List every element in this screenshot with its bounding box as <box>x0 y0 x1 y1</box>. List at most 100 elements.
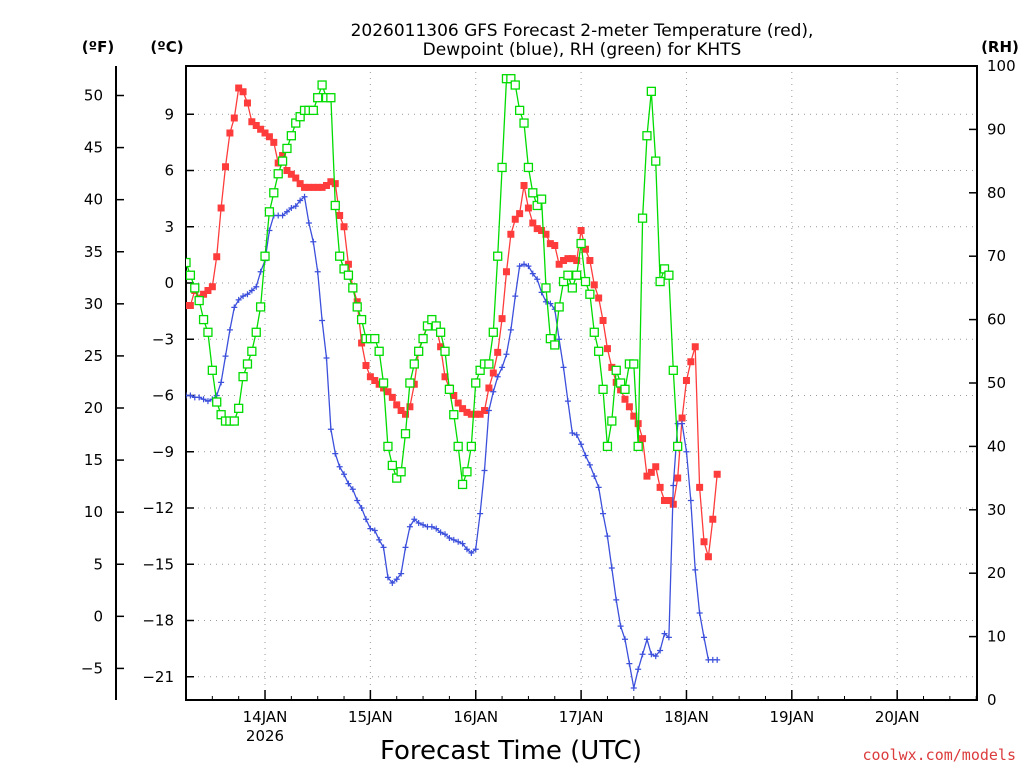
celsius-tick-label: −6 <box>152 387 174 405</box>
dewpoint-point <box>327 426 334 433</box>
rh-tick-label: 70 <box>987 247 1006 265</box>
dewpoint-point <box>288 205 295 211</box>
dewpoint-point <box>406 523 413 530</box>
rh-point <box>212 397 222 407</box>
temperature-point <box>581 245 589 253</box>
dewpoint-point <box>503 351 510 358</box>
dewpoint-point <box>196 394 203 401</box>
temperature-point <box>279 152 287 159</box>
dewpoint-point <box>635 666 642 673</box>
temperature-point <box>331 180 339 188</box>
rh-point <box>668 365 678 375</box>
dewpoint-point <box>477 510 484 517</box>
temperature-point <box>691 343 699 351</box>
dewpoint-point <box>222 353 229 360</box>
rh-point <box>326 93 336 103</box>
rh-point <box>563 270 573 280</box>
temperature-point <box>393 401 401 409</box>
chart-title-line-2: Dewpoint (blue), RH (green) for KHTS <box>423 40 742 60</box>
temperature-point <box>524 204 532 212</box>
dewpoint-point <box>389 580 396 586</box>
dewpoint-point <box>279 212 286 219</box>
fahrenheit-tick-label: 30 <box>84 295 103 313</box>
rh-point <box>528 188 538 198</box>
dewpoint-point <box>657 647 664 654</box>
dewpoint-point <box>648 651 655 658</box>
rh-point <box>374 346 384 356</box>
rh-point <box>396 467 406 477</box>
rh-point <box>580 276 591 287</box>
temperature-point <box>186 302 194 309</box>
dewpoint-point <box>297 197 304 204</box>
fahrenheit-tick-label: 25 <box>84 347 103 365</box>
rh-point <box>334 251 345 261</box>
dewpoint-point <box>564 398 571 405</box>
plot-frame <box>185 65 978 701</box>
temperature-point <box>564 255 572 263</box>
temperature-point <box>516 210 524 218</box>
dewpoint-point <box>187 392 194 399</box>
rh-point <box>405 378 415 388</box>
rh-point <box>637 213 648 223</box>
fahrenheit-tick-label: 40 <box>84 191 103 209</box>
dewpoint-point <box>393 576 400 583</box>
rh-point <box>510 80 520 90</box>
dewpoint-point <box>485 407 492 414</box>
temperature-point <box>261 129 269 137</box>
dewpoint-point <box>235 296 242 303</box>
rh-point <box>646 86 656 97</box>
x-tick-label: 17JAN <box>559 708 604 726</box>
dewpoint-point <box>433 525 440 532</box>
dewpoint-point <box>332 450 339 457</box>
dewpoint-point <box>639 651 646 658</box>
rh-point <box>453 441 463 452</box>
temperature-point <box>252 122 260 129</box>
plot-border <box>185 65 978 701</box>
temperature-point <box>384 388 392 396</box>
rh-tick-label: 30 <box>987 501 1006 519</box>
temperature-point <box>595 294 603 302</box>
rh-tick-label: 10 <box>987 628 1006 646</box>
temperature-point <box>713 470 721 478</box>
temperature-point <box>463 408 471 416</box>
x-tick-label: 19JAN <box>769 708 814 726</box>
temperature-point <box>243 99 251 107</box>
dewpoint-point <box>591 473 598 480</box>
dewpoint-point <box>582 452 589 459</box>
temperature-point <box>476 410 484 418</box>
celsius-tick-label: 6 <box>164 162 174 180</box>
dewpoint-point <box>714 656 721 663</box>
dewpoint-point <box>586 461 593 468</box>
x-axis-label: Forecast Time (UTC) <box>380 736 642 766</box>
rh-point <box>497 162 507 173</box>
rh-point <box>444 384 455 394</box>
dewpoint-point <box>345 480 352 487</box>
fahrenheit-tick-label: 35 <box>84 243 103 261</box>
temperature-point <box>270 138 278 146</box>
rh-point <box>409 359 419 369</box>
dewpoint-point <box>701 634 708 641</box>
dewpoint-point <box>384 574 391 581</box>
rh-point <box>440 346 450 356</box>
rh-point <box>277 156 288 166</box>
dewpoint-point <box>608 565 615 571</box>
rh-point <box>356 314 367 325</box>
x-tick-label: 16JAN <box>453 708 498 726</box>
fahrenheit-tick-label: 20 <box>84 399 103 417</box>
rh-point <box>572 270 582 280</box>
rh-point <box>633 441 643 452</box>
dewpoint-point <box>371 527 378 534</box>
temperature-point <box>494 348 502 356</box>
temperature-point <box>538 227 546 234</box>
temperature-line <box>186 86 718 557</box>
dewpoint-point <box>292 203 299 210</box>
temperature-point <box>577 227 585 234</box>
dewpoint-point <box>630 685 637 691</box>
rh-point <box>607 416 617 426</box>
rh-point <box>400 429 411 439</box>
dewpoint-point <box>569 430 576 436</box>
dewpoint-point <box>305 220 312 226</box>
rh-point <box>273 169 283 179</box>
rh-point <box>383 441 393 452</box>
rh-point <box>330 200 340 211</box>
